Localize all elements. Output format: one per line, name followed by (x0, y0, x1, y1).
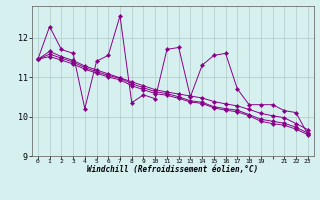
X-axis label: Windchill (Refroidissement éolien,°C): Windchill (Refroidissement éolien,°C) (87, 165, 258, 174)
